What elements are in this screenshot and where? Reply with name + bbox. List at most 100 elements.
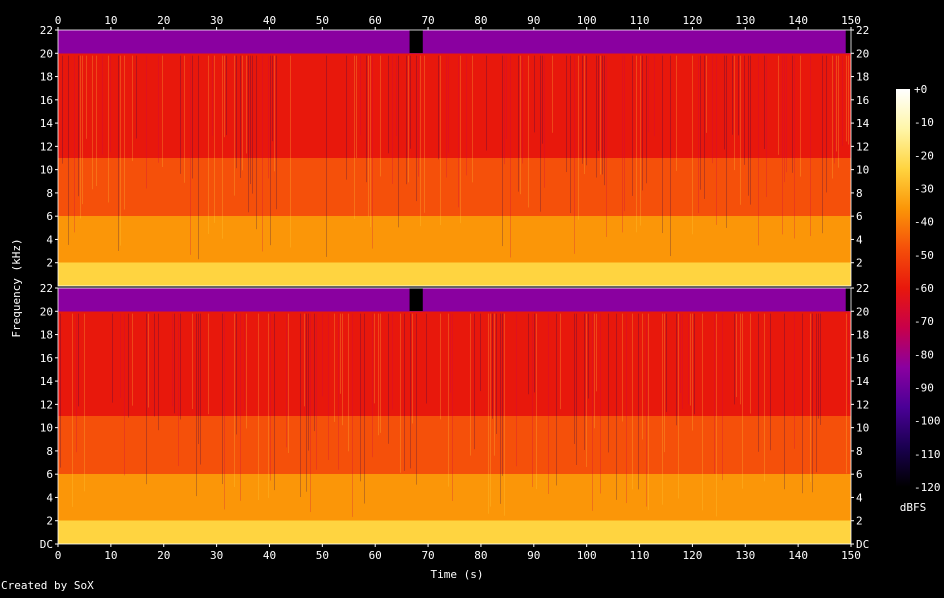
y-tick-label: 6 [856,468,863,481]
streak [440,55,441,226]
x-tick-label: 30 [210,549,223,562]
channel-panel-lower [57,287,852,545]
streak [528,313,529,395]
streak [112,313,113,403]
x-tick-label: 120 [682,549,702,562]
colorbar: +0 -10 -20 -30 -40 -50 -60 -70 -80 -90 -100 -110 -12… [896,83,941,494]
colorbar-tick-label: -40 [914,216,934,229]
streak [326,55,327,257]
streak [244,313,245,411]
streak [506,55,507,139]
streak [600,313,601,494]
streak [372,313,373,458]
streak [224,313,225,510]
x-tick-label: 40 [263,549,276,562]
streak [196,313,197,497]
streak [642,313,643,440]
streak [92,55,93,190]
streak [146,55,147,189]
streak [838,55,839,168]
streak [76,313,77,453]
silence-band [409,288,423,312]
streak [62,55,63,164]
streak [276,55,277,210]
y-tick-label: DC [856,538,869,551]
streak [626,313,627,504]
streak [542,55,543,144]
y-tick-label: 22 [856,282,869,295]
streak [586,313,587,467]
streak [246,313,247,429]
streak [240,55,241,178]
channel-panel-upper [57,29,852,287]
streak [288,313,289,453]
streak [616,313,617,500]
streak [810,313,811,482]
streak [548,313,549,494]
x-tick-label: 20 [157,549,170,562]
streak [488,313,489,514]
streak [812,313,813,493]
streak [274,313,275,491]
streak [272,55,273,142]
streak [372,55,373,249]
streak [102,55,103,155]
streak [192,313,193,410]
streak [636,55,637,233]
streak [226,55,227,136]
streak [816,313,817,473]
streak [212,55,213,136]
colorbar-tick-label: -30 [914,183,934,196]
x-tick-label: 50 [316,549,329,562]
streak [180,313,181,420]
streak [596,55,597,178]
streak [268,313,269,498]
x-tick-label: 60 [369,14,382,27]
streak [262,55,263,252]
streak [712,55,713,164]
x-tick-label: 110 [630,549,650,562]
x-tick-label: 0 [55,14,62,27]
streak [622,55,623,233]
streak [322,313,323,397]
streak [846,55,847,142]
x-tick-label: 80 [474,549,487,562]
panel-frame [57,287,852,545]
y-tick-label: DC [40,538,53,551]
streak [692,55,693,235]
streak [258,313,259,501]
y-tick-label: 8 [856,445,863,458]
y-tick-label: 14 [856,117,870,130]
y-tick-label: 10 [856,422,869,435]
streak [470,313,471,456]
streak [794,313,795,449]
streak [602,55,603,175]
streak [748,55,749,196]
streak [314,313,315,432]
streak [80,55,81,219]
streak [556,313,557,486]
y-tick-label: 16 [856,352,869,365]
streak [724,55,725,150]
streak [700,55,701,190]
x-axis-label: Time (s) [431,568,484,581]
y-tick-label: 22 [40,24,53,37]
streak [448,55,449,153]
streak [234,313,235,487]
y-tick-label: 20 [40,305,53,318]
y-tick-label: 16 [856,94,869,107]
streak [412,313,413,424]
streak [418,55,419,177]
y-tick-label: 18 [40,71,53,84]
streak [638,313,639,490]
streak [380,55,381,177]
streak [268,55,269,179]
streak [270,55,271,246]
streak [304,313,305,407]
streak [392,55,393,184]
streak [586,55,587,166]
streak [540,55,541,212]
y-tick-label: 2 [856,515,863,528]
